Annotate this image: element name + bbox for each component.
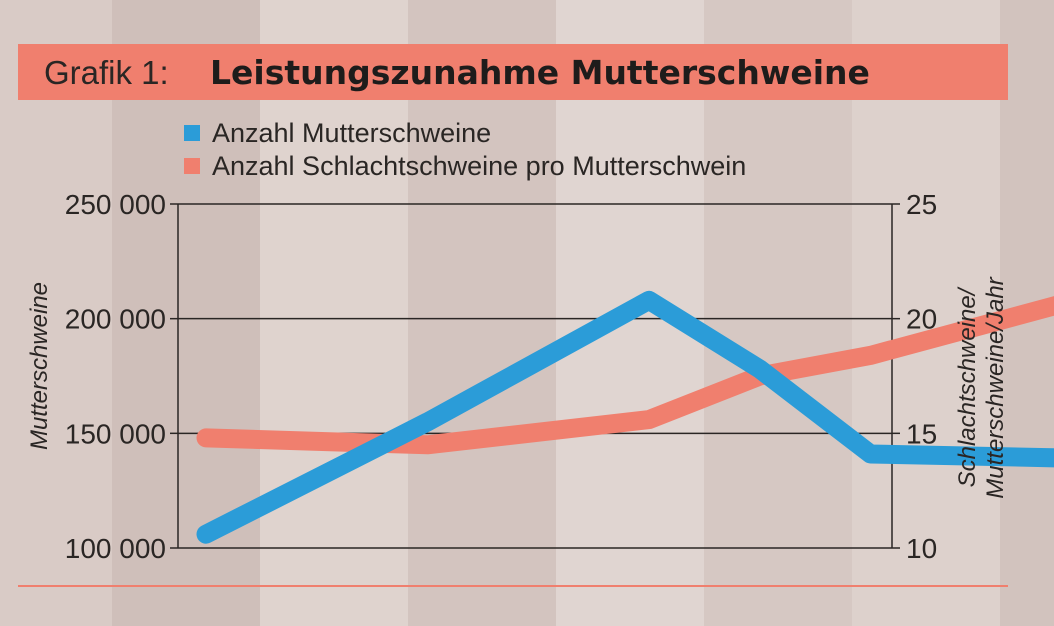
legend-label: Anzahl Mutterschweine <box>212 118 492 148</box>
legend-swatch-blue <box>184 125 200 141</box>
bg-stripe <box>704 0 852 626</box>
bg-stripe <box>260 0 408 626</box>
title-bar: Grafik 1: Leistungszunahme Mutterschwein… <box>18 44 1008 100</box>
legend-swatch-salmon <box>184 158 200 174</box>
left-tick-label: 150 000 <box>65 418 166 449</box>
bg-stripe <box>852 0 1000 626</box>
left-tick-label: 200 000 <box>65 304 166 335</box>
right-tick-label: 10 <box>906 533 937 564</box>
right-tick-label: 25 <box>906 189 937 220</box>
left-tick-label: 250 000 <box>65 189 166 220</box>
chart-title: Leistungszunahme Mutterschweine <box>210 53 870 92</box>
right-axis-title-line2: Mutterschweine/Jahr <box>982 277 1009 499</box>
legend-label: Anzahl Schlachtschweine pro Mutterschwei… <box>212 151 747 181</box>
left-tick-label: 100 000 <box>65 533 166 564</box>
left-axis-title: Mutterschweine <box>26 281 53 451</box>
bottom-rule <box>18 585 1008 587</box>
title-prefix: Grafik 1: <box>44 54 169 91</box>
bg-stripe <box>0 0 112 626</box>
right-axis-title: Schlachtschweine/ Mutterschweine/Jahr <box>954 258 1010 518</box>
bg-stripe <box>408 0 556 626</box>
right-tick-label: 15 <box>906 418 937 449</box>
right-axis-title-line1: Schlachtschweine/ <box>954 288 981 488</box>
